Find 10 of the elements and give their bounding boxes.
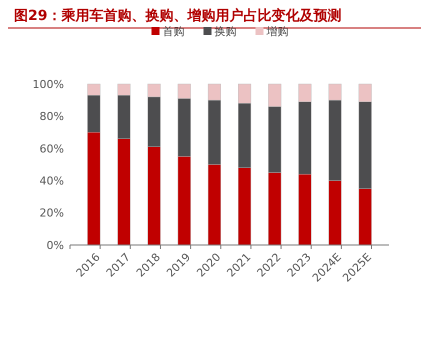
legend-label: 首购 (162, 24, 184, 38)
y-tick-label: 0% (46, 238, 64, 252)
chart-title: 图29：乘用车首购、换购、增购用户占比变化及预测 (14, 7, 342, 24)
legend-label: 增购 (266, 24, 288, 38)
y-tick-label: 40% (40, 174, 64, 188)
y-tick-label: 100% (32, 78, 64, 91)
legend-label: 换购 (214, 24, 236, 38)
y-tick-label: 20% (40, 206, 64, 220)
y-tick-label: 80% (40, 110, 64, 124)
y-tick-label: 60% (40, 142, 64, 156)
